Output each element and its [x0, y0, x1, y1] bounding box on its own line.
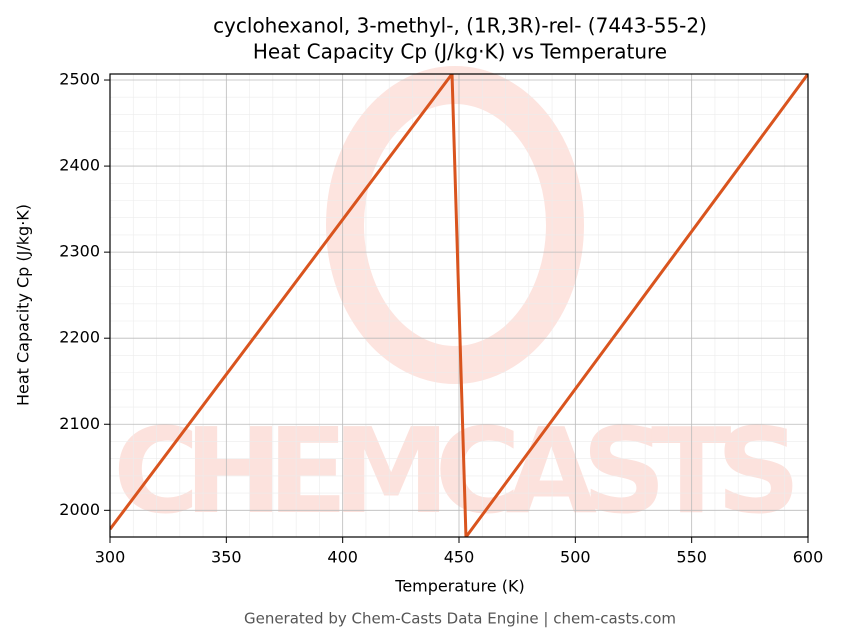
x-tick-label: 400 — [327, 548, 358, 567]
x-tick-label: 300 — [95, 548, 126, 567]
watermark-text: CHEMCASTS — [113, 402, 803, 540]
x-axis-label: Temperature (K) — [394, 577, 524, 596]
y-tick-label: 2100 — [59, 414, 100, 433]
x-tick-label: 550 — [676, 548, 707, 567]
y-tick-label: 2300 — [59, 242, 100, 261]
y-tick-label: 2200 — [59, 328, 100, 347]
watermark: CHEMCASTS — [113, 66, 803, 540]
y-tick-label: 2400 — [59, 156, 100, 175]
plot-frame — [109, 73, 809, 538]
x-tick-label: 350 — [211, 548, 242, 567]
watermark-logo — [326, 66, 584, 384]
y-axis-label: Heat Capacity Cp (J/kg·K) — [14, 204, 33, 406]
data-line — [110, 74, 808, 537]
chart-title: cyclohexanol, 3-methyl-, (1R,3R)-rel- (7… — [213, 14, 707, 38]
footer: Generated by Chem-Casts Data Engine | ch… — [244, 610, 676, 628]
x-tick-label: 450 — [444, 548, 475, 567]
x-tick-label: 500 — [560, 548, 591, 567]
y-tick-label: 2500 — [59, 70, 100, 89]
y-tick-label: 2000 — [59, 500, 100, 519]
chart-subtitle: Heat Capacity Cp (J/kg·K) vs Temperature — [253, 40, 667, 64]
x-tick-label: 600 — [793, 548, 824, 567]
